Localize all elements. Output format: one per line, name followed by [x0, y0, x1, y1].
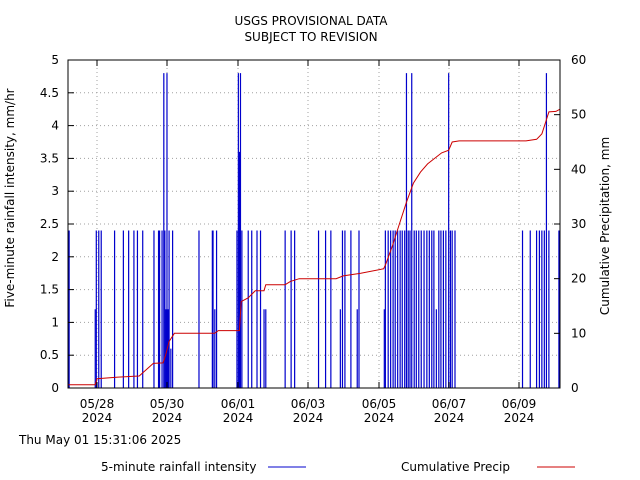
y2-tick-label: 0 [571, 381, 579, 395]
y2-tick-label: 20 [571, 272, 586, 286]
legend-label-intensity: 5-minute rainfall intensity [101, 460, 256, 474]
x-tick-year: 2024 [504, 411, 535, 425]
y2-tick-label: 40 [571, 162, 586, 176]
y2-tick-label: 30 [571, 217, 586, 231]
x-tick-year: 2024 [223, 411, 254, 425]
y-tick-label: 4.5 [40, 86, 59, 100]
x-tick-year: 2024 [152, 411, 183, 425]
y-tick-label: 4 [51, 119, 59, 133]
x-tick-date: 05/28 [80, 397, 115, 411]
y-tick-label: 2.5 [40, 217, 59, 231]
x-tick-date: 06/07 [432, 397, 467, 411]
y-axis-label: Five-minute rainfall intensity, mm/hr [3, 88, 17, 307]
x-tick-date: 05/30 [150, 397, 185, 411]
x-axis-ticks: 05/28202405/30202406/01202406/03202406/0… [80, 60, 537, 425]
y2-tick-label: 60 [571, 53, 586, 67]
chart-title: USGS PROVISIONAL DATA [235, 14, 389, 28]
x-tick-year: 2024 [293, 411, 324, 425]
y-tick-label: 0.5 [40, 348, 59, 362]
y-tick-label: 1.5 [40, 283, 59, 297]
y-tick-label: 3 [51, 184, 59, 198]
x-tick-date: 06/03 [291, 397, 326, 411]
x-tick-year: 2024 [434, 411, 465, 425]
grid [68, 60, 560, 388]
chart-subtitle: SUBJECT TO REVISION [244, 30, 377, 44]
legend-label-cumulative: Cumulative Precip [401, 460, 510, 474]
y2-tick-label: 10 [571, 326, 586, 340]
plot-frame [67, 59, 561, 389]
y2-axis-label: Cumulative Precipitation, mm [598, 137, 612, 315]
x-tick-date: 06/09 [502, 397, 537, 411]
intensity-bars [68, 73, 560, 388]
y-tick-label: 5 [51, 53, 59, 67]
y2-tick-label: 50 [571, 108, 586, 122]
y-tick-label: 0 [51, 381, 59, 395]
x-tick-date: 06/01 [221, 397, 256, 411]
x-tick-year: 2024 [364, 411, 395, 425]
timestamp: Thu May 01 15:31:06 2025 [18, 433, 181, 447]
left-axis-ticks: 0 0.5 1 1.5 2 2.5 3 3.5 4 4.5 5 [40, 53, 74, 395]
cumulative-precip-line [67, 108, 561, 386]
y-tick-label: 3.5 [40, 151, 59, 165]
y-tick-label: 2 [51, 250, 59, 264]
x-tick-year: 2024 [82, 411, 113, 425]
right-axis-ticks: 0 10 20 30 40 50 60 [554, 53, 586, 395]
x-tick-date: 06/05 [362, 397, 397, 411]
y-tick-label: 1 [51, 315, 59, 329]
